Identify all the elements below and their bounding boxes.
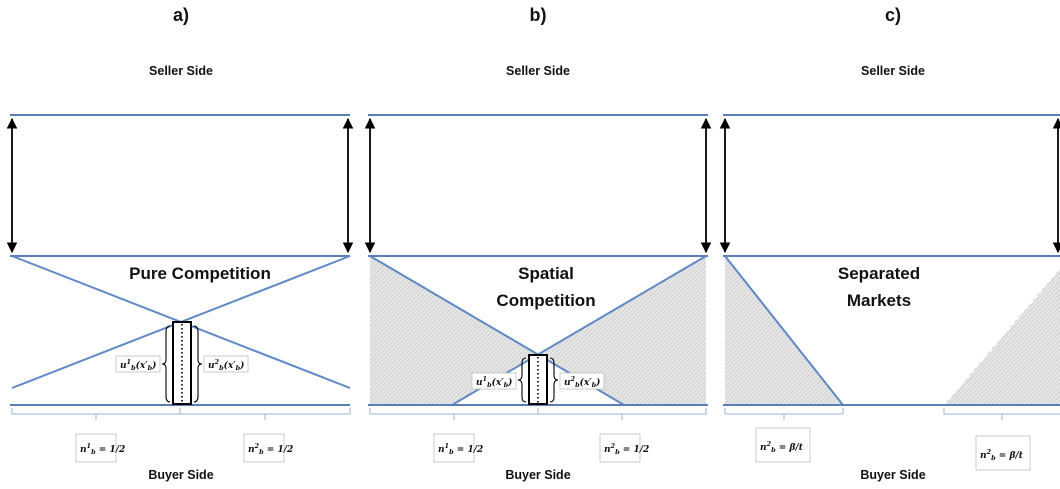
panel-b-title-line1: Spatial bbox=[518, 264, 574, 283]
svg-text:u1b(x′b): u1b(x′b) bbox=[476, 375, 512, 389]
panel-c-buyer-side: Buyer Side bbox=[860, 468, 925, 482]
share-value: β/t bbox=[788, 443, 803, 453]
share-value: 1/2 bbox=[109, 445, 125, 455]
panel-a: a) Seller Side Pure Competition u1b(x′b)… bbox=[6, 5, 354, 482]
panel-c-share-left: n2b = β/t bbox=[755, 427, 811, 463]
svg-text:n1b = 1/2: n1b = 1/2 bbox=[80, 442, 125, 456]
svg-text:n2b = 1/2: n2b = 1/2 bbox=[604, 442, 649, 456]
share-value: 1/2 bbox=[277, 445, 293, 455]
panel-c-shaded-right bbox=[944, 268, 1060, 405]
svg-text:n1b = 1/2: n1b = 1/2 bbox=[438, 442, 483, 456]
panel-c-diagonal-left bbox=[724, 255, 844, 406]
share-superscript: 1 bbox=[445, 442, 450, 450]
share-symbol: n bbox=[248, 445, 255, 455]
panel-c-title-line2: Markets bbox=[847, 291, 911, 310]
utility-argument: (x′ bbox=[492, 377, 505, 388]
share-value: 1/2 bbox=[633, 445, 649, 455]
panel-a-utility-right: u2b(x′b) bbox=[203, 355, 249, 373]
utility-argument: (x′ bbox=[224, 360, 237, 371]
share-symbol: n bbox=[760, 443, 767, 453]
share-superscript: 1 bbox=[87, 442, 92, 450]
share-superscript: 2 bbox=[766, 440, 772, 448]
share-value: 1/2 bbox=[467, 445, 483, 455]
share-superscript: 2 bbox=[254, 442, 260, 450]
panel-c-diagonal-right bbox=[943, 267, 1060, 406]
panel-a-utility-left: u1b(x′b) bbox=[115, 355, 161, 373]
svg-text:u2b(x′b): u2b(x′b) bbox=[564, 375, 600, 389]
svg-text:n2b = β/t: n2b = β/t bbox=[760, 440, 804, 454]
share-symbol: n bbox=[980, 451, 987, 461]
panel-b-letter: b) bbox=[530, 5, 547, 25]
share-symbol: n bbox=[80, 445, 87, 455]
panel-a-indifference-box bbox=[172, 321, 192, 405]
panel-a-left-brace bbox=[161, 325, 171, 403]
panel-b-share-right: n2b = 1/2 bbox=[599, 433, 649, 463]
share-symbol: n bbox=[604, 445, 611, 455]
utility-argument: (x′ bbox=[136, 360, 149, 371]
panel-b-utility-right: u2b(x′b) bbox=[559, 372, 605, 390]
panel-c-share-right: n2b = β/t bbox=[975, 435, 1031, 471]
panel-b-seller-side: Seller Side bbox=[506, 64, 570, 78]
panel-b-utility-left: u1b(x′b) bbox=[471, 372, 517, 390]
panel-c: c) Seller Side Separated Markets n2b = β… bbox=[719, 5, 1060, 482]
utility-symbol: u bbox=[120, 361, 127, 371]
panel-c-seller-side: Seller Side bbox=[861, 64, 925, 78]
panel-c-letter: c) bbox=[885, 5, 901, 25]
svg-text:u2b(x′b): u2b(x′b) bbox=[208, 358, 244, 372]
utility-superscript: 1 bbox=[483, 375, 488, 383]
panel-c-title-line1: Separated bbox=[838, 264, 920, 283]
panel-a-title: Pure Competition bbox=[129, 264, 271, 283]
panel-b-shaded-right bbox=[538, 256, 706, 405]
panel-b-buyer-side: Buyer Side bbox=[505, 468, 570, 482]
panel-a-buyer-side: Buyer Side bbox=[148, 468, 213, 482]
svg-text:n2b = 1/2: n2b = 1/2 bbox=[248, 442, 293, 456]
panel-c-share-bracket bbox=[724, 408, 1060, 420]
panel-b-left-brace bbox=[517, 357, 527, 403]
utility-superscript: 2 bbox=[214, 358, 220, 366]
panel-b-shaded-left bbox=[370, 256, 538, 405]
panel-b: b) Seller Side Spatial Competition u1b(x… bbox=[364, 5, 712, 482]
panel-b-right-brace bbox=[549, 357, 559, 403]
utility-symbol: u bbox=[208, 361, 215, 371]
panel-b-share-bracket bbox=[369, 408, 707, 420]
share-superscript: 2 bbox=[986, 448, 992, 456]
share-superscript: 2 bbox=[610, 442, 616, 450]
share-symbol: n bbox=[438, 445, 445, 455]
utility-symbol: u bbox=[476, 378, 483, 388]
utility-superscript: 1 bbox=[127, 358, 132, 366]
panel-a-share-right: n2b = 1/2 bbox=[243, 433, 293, 463]
utility-superscript: 2 bbox=[570, 375, 576, 383]
panel-b-indifference-box bbox=[528, 354, 548, 405]
panel-a-right-brace bbox=[193, 325, 203, 403]
utility-symbol: u bbox=[564, 378, 571, 388]
panel-a-seller-side: Seller Side bbox=[149, 64, 213, 78]
panel-b-share-left: n1b = 1/2 bbox=[433, 433, 483, 463]
panel-a-share-left: n1b = 1/2 bbox=[75, 433, 125, 463]
utility-argument: (x′ bbox=[580, 377, 593, 388]
svg-text:n2b = β/t: n2b = β/t bbox=[980, 448, 1024, 462]
panel-a-letter: a) bbox=[173, 5, 189, 25]
panel-a-share-bracket bbox=[11, 408, 351, 420]
svg-text:u1b(x′b): u1b(x′b) bbox=[120, 358, 156, 372]
panel-b-title-line2: Competition bbox=[496, 291, 595, 310]
share-value: β/t bbox=[1008, 451, 1023, 461]
